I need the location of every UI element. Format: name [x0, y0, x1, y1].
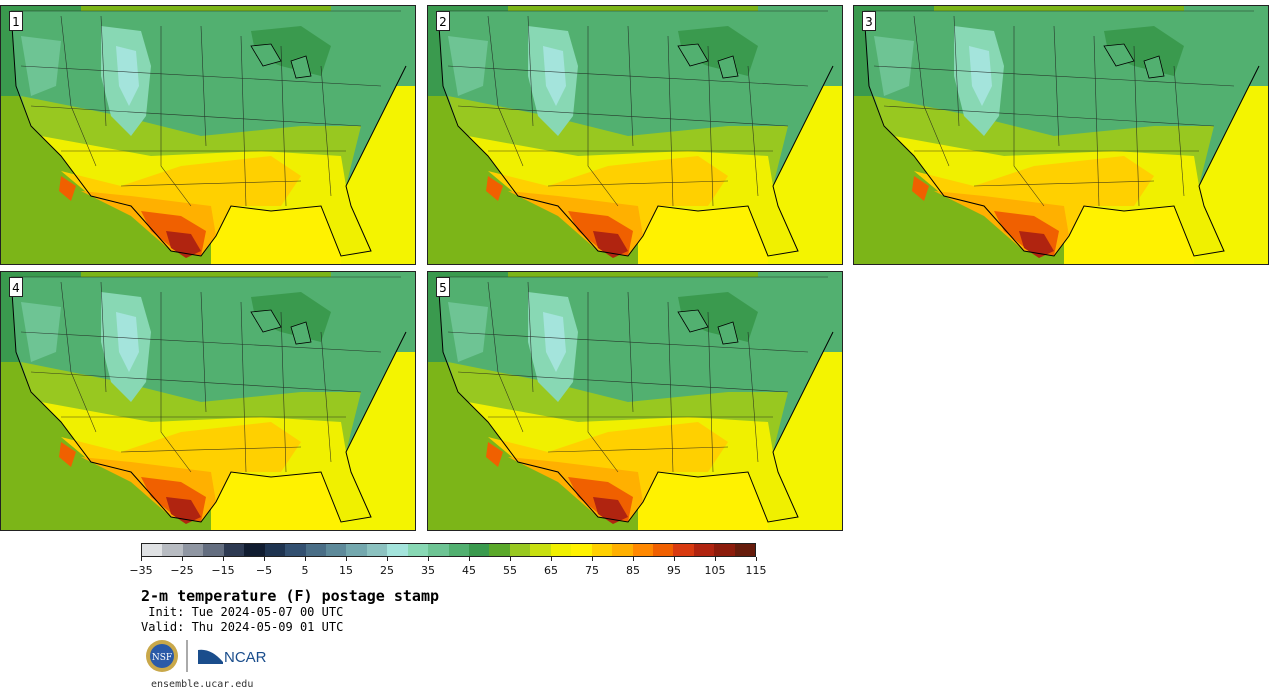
- colorbar-segment: [305, 544, 326, 556]
- colorbar-tick-label: 5: [301, 564, 309, 577]
- temperature-map: [1, 6, 416, 265]
- colorbar-segment: [509, 544, 531, 556]
- colorbar-tick: [346, 557, 347, 561]
- panel-label: 2: [436, 11, 450, 31]
- colorbar-segment: [632, 544, 653, 556]
- colorbar-tick-label: 115: [745, 564, 767, 577]
- colorbar-segment: [469, 544, 490, 556]
- colorbar-tick: [633, 557, 634, 561]
- map-panel-5: 5: [427, 271, 843, 531]
- colorbar-ticks: −35 −25 −15 −5 5 15 25 35 45 55 65 75 85 95 105 115: [129, 557, 767, 581]
- logos: NSF NCAR: [145, 638, 285, 674]
- colorbar-tick: [510, 557, 511, 561]
- colorbar-segment: [571, 544, 592, 556]
- colorbar-tick-label: 65: [544, 564, 558, 577]
- colorbar-segment: [734, 544, 756, 556]
- colorbar-tick-label: 15: [339, 564, 353, 577]
- colorbar-tick: [715, 557, 716, 561]
- map-panel-3: 3: [853, 5, 1269, 265]
- colorbar-segment: [346, 544, 367, 556]
- colorbar: [141, 543, 756, 557]
- colorbar-segment: [530, 544, 551, 556]
- colorbar-segment: [550, 544, 572, 556]
- colorbar-segment: [387, 544, 408, 556]
- colorbar-tick: [223, 557, 224, 561]
- colorbar-tick: [182, 557, 183, 561]
- map-panel-2: 2: [427, 5, 843, 265]
- colorbar-segment: [448, 544, 469, 556]
- colorbar-tick-label: 105: [704, 564, 726, 577]
- colorbar-tick-label: −35: [129, 564, 153, 577]
- colorbar-tick: [674, 557, 675, 561]
- colorbar-segment: [591, 544, 613, 556]
- colorbar-segment: [203, 544, 224, 556]
- colorbar-segment: [428, 544, 449, 556]
- nsf-logo-icon: NSF: [146, 640, 178, 672]
- panel-label: 5: [436, 277, 450, 297]
- colorbar-tick: [592, 557, 593, 561]
- svg-text:NCAR: NCAR: [224, 649, 267, 666]
- colorbar-tick-label: −15: [211, 564, 235, 577]
- plot-title: 2-m temperature (F) postage stamp: [141, 587, 440, 605]
- colorbar-tick: [264, 557, 265, 561]
- temperature-map: [428, 272, 843, 531]
- ncar-logo-icon: NCAR: [198, 648, 267, 666]
- colorbar-tick: [305, 557, 306, 561]
- temperature-map: [428, 6, 843, 265]
- colorbar-tick-label: −25: [170, 564, 194, 577]
- colorbar-segment: [407, 544, 429, 556]
- colorbar-segment: [182, 544, 204, 556]
- temperature-map: [854, 6, 1269, 265]
- colorbar-segment: [162, 544, 183, 556]
- valid-time: Valid: Thu 2024-05-09 01 UTC: [141, 620, 344, 634]
- colorbar-segment: [612, 544, 633, 556]
- colorbar-tick-label: 25: [380, 564, 394, 577]
- colorbar-tick-label: 85: [626, 564, 640, 577]
- colorbar-tick: [551, 557, 552, 561]
- map-panel-4: 4: [0, 271, 416, 531]
- panel-label: 1: [9, 11, 23, 31]
- colorbar-tick: [387, 557, 388, 561]
- map-panel-1: 1: [0, 5, 416, 265]
- panel-label: 4: [9, 277, 23, 297]
- colorbar-segment: [673, 544, 694, 556]
- colorbar-tick: [469, 557, 470, 561]
- svg-text:NSF: NSF: [152, 653, 172, 663]
- colorbar-tick-label: 45: [462, 564, 476, 577]
- init-time: Init: Tue 2024-05-07 00 UTC: [141, 605, 344, 619]
- colorbar-tick: [428, 557, 429, 561]
- colorbar-tick: [756, 557, 757, 561]
- colorbar-segment: [714, 544, 735, 556]
- colorbar-segment: [693, 544, 715, 556]
- colorbar-segment: [223, 544, 245, 556]
- colorbar-tick-label: 75: [585, 564, 599, 577]
- site-url: ensemble.ucar.edu: [151, 679, 254, 690]
- temperature-map: [1, 272, 416, 531]
- colorbar-segment: [142, 544, 163, 556]
- colorbar-segment: [489, 544, 510, 556]
- colorbar-segment: [244, 544, 265, 556]
- colorbar-tick: [141, 557, 142, 561]
- colorbar-tick-label: 55: [503, 564, 517, 577]
- colorbar-segment: [285, 544, 306, 556]
- colorbar-segment: [366, 544, 388, 556]
- colorbar-segment: [325, 544, 347, 556]
- panel-label: 3: [862, 11, 876, 31]
- colorbar-tick-label: −5: [255, 564, 273, 577]
- colorbar-tick-label: 95: [667, 564, 681, 577]
- colorbar-segment: [652, 544, 674, 556]
- colorbar-tick-label: 35: [421, 564, 435, 577]
- colorbar-segment: [264, 544, 286, 556]
